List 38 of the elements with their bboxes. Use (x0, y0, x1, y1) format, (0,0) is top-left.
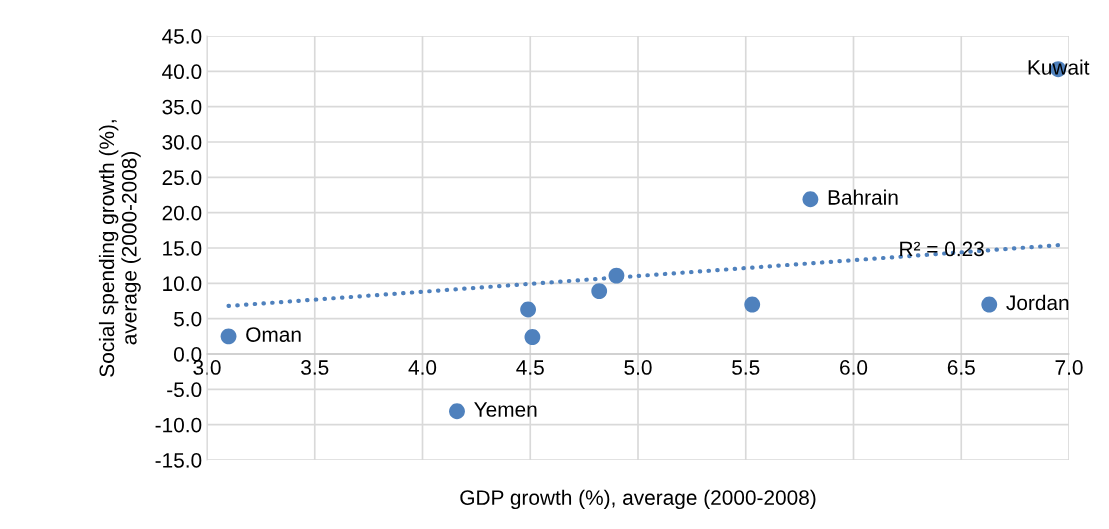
point (524, 329, 541, 345)
x-tick-label: 5.0 (624, 360, 652, 375)
x-tick-label: 3.0 (193, 360, 221, 375)
x-tick-label: 4.5 (516, 360, 544, 375)
point (802, 191, 819, 208)
y-tick-label: 20.0 (162, 205, 202, 221)
y-tick-label: -10.0 (155, 417, 202, 433)
x-tick-label: 3.5 (301, 360, 329, 375)
annotation: Jordan (1006, 294, 1069, 311)
annotation: Oman (246, 327, 301, 342)
x-axis-title: GDP growth (%), average (2000-2008) (460, 489, 816, 510)
y-tick-label: 0.0 (173, 347, 202, 362)
y-tick-label: 40.0 (162, 64, 202, 80)
x-tick-label: 6.0 (840, 360, 868, 375)
y-tick-label: 25.0 (162, 170, 202, 186)
y-tick-label: -5.0 (167, 382, 202, 398)
x-tick-label: 7.0 (1055, 360, 1083, 375)
y-tick-label: 15.0 (163, 241, 202, 256)
x-tick-label: 6.5 (947, 360, 975, 375)
y-tick-label: -15.0 (155, 453, 202, 468)
point (220, 328, 237, 345)
annotation: R² = 0.23 (900, 241, 984, 257)
point (520, 301, 537, 318)
point (744, 296, 761, 313)
y-tick-label: 35.0 (162, 99, 202, 115)
point (608, 267, 625, 284)
y-tick-label: 30.0 (162, 135, 202, 150)
point (981, 296, 998, 313)
y-axis-title: Social spending growth (%), average (2000-2008) (98, 120, 141, 377)
y-tick-label: 45.0 (162, 29, 202, 44)
y-tick-label: 5.0 (174, 311, 202, 327)
annotation: Yemen (474, 402, 537, 417)
x-tick-label: 4.0 (408, 360, 437, 375)
annotation: Bahrain (828, 189, 898, 205)
point (591, 283, 608, 300)
point (449, 403, 465, 420)
x-tick-label: 5.5 (732, 360, 760, 375)
y-tick-label: 10.0 (163, 276, 202, 292)
